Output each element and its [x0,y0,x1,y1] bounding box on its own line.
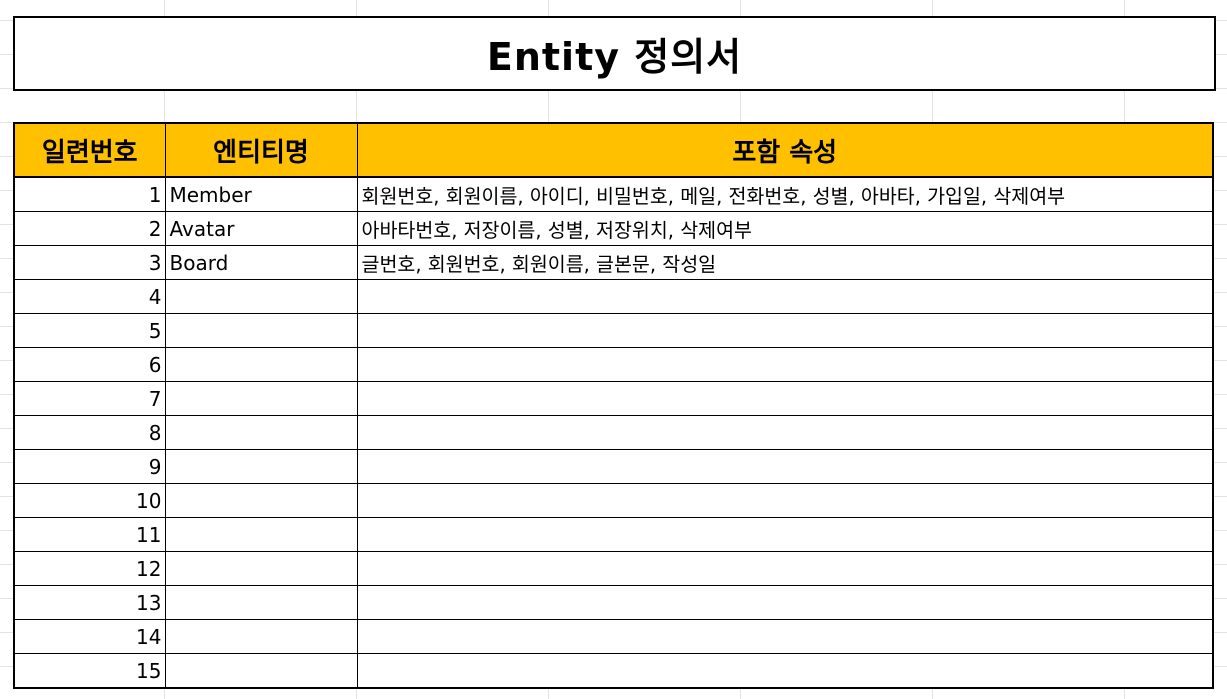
serial-number-cell[interactable]: 7 [13,381,166,416]
header-serial-number[interactable]: 일련번호 [13,122,166,178]
table-row: 6 [13,347,1214,382]
entity-name-cell[interactable] [164,347,358,382]
serial-number-cell[interactable]: 9 [13,449,166,484]
table-row: 10 [13,483,1214,518]
entity-name-cell[interactable] [164,279,358,314]
entity-table: 일련번호 엔티티명 포함 속성 1 Member 회원번호, 회원이름, 아이디, … [13,122,1214,689]
entity-name-cell[interactable]: Member [164,176,358,212]
attributes-cell[interactable] [356,619,1214,654]
table-row: 11 [13,517,1214,552]
serial-number-cell[interactable]: 13 [13,585,166,620]
header-entity-name[interactable]: 엔티티명 [164,122,358,178]
serial-number-cell[interactable]: 15 [13,653,166,689]
serial-number-cell[interactable]: 1 [13,176,166,212]
serial-number-cell[interactable]: 6 [13,347,166,382]
entity-name-cell[interactable] [164,619,358,654]
table-row: 7 [13,381,1214,416]
serial-number-cell[interactable]: 11 [13,517,166,552]
serial-number-cell[interactable]: 2 [13,211,166,246]
entity-name-cell[interactable] [164,585,358,620]
table-row: 9 [13,449,1214,484]
entity-name-cell[interactable] [164,313,358,348]
entity-name-cell[interactable] [164,653,358,689]
attributes-cell[interactable] [356,585,1214,620]
attributes-cell[interactable]: 아바타번호, 저장이름, 성별, 저장위치, 삭제여부 [356,211,1214,246]
entity-name-cell[interactable] [164,381,358,416]
attributes-cell[interactable] [356,449,1214,484]
serial-number-cell[interactable]: 10 [13,483,166,518]
attributes-cell[interactable] [356,517,1214,552]
table-row: 2 Avatar 아바타번호, 저장이름, 성별, 저장위치, 삭제여부 [13,211,1214,246]
table-row: 14 [13,619,1214,654]
entity-name-cell[interactable] [164,551,358,586]
serial-number-cell[interactable]: 5 [13,313,166,348]
table-row: 1 Member 회원번호, 회원이름, 아이디, 비밀번호, 메일, 전화번호, … [13,176,1214,212]
attributes-cell[interactable] [356,415,1214,450]
attributes-cell[interactable] [356,313,1214,348]
attributes-cell[interactable] [356,653,1214,689]
entity-name-cell[interactable] [164,517,358,552]
entity-name-cell[interactable]: Board [164,245,358,280]
table-row: 3 Board 글번호, 회원번호, 회원이름, 글본문, 작성일 [13,245,1214,280]
entity-name-cell[interactable]: Avatar [164,211,358,246]
entity-name-cell[interactable] [164,449,358,484]
document-title: Entity 정의서 [486,35,743,79]
table-row: 13 [13,585,1214,620]
attributes-cell[interactable] [356,483,1214,518]
table-row: 15 [13,653,1214,689]
serial-number-cell[interactable]: 3 [13,245,166,280]
table-row: 8 [13,415,1214,450]
attributes-cell[interactable]: 회원번호, 회원이름, 아이디, 비밀번호, 메일, 전화번호, 성별, 아바타… [356,176,1214,212]
entity-name-cell[interactable] [164,483,358,518]
attributes-cell[interactable] [356,381,1214,416]
entity-name-cell[interactable] [164,415,358,450]
title-box[interactable]: Entity 정의서 [13,16,1216,91]
table-row: 4 [13,279,1214,314]
header-attributes[interactable]: 포함 속성 [356,122,1214,178]
table-row: 5 [13,313,1214,348]
attributes-cell[interactable] [356,551,1214,586]
table-row: 12 [13,551,1214,586]
serial-number-cell[interactable]: 12 [13,551,166,586]
serial-number-cell[interactable]: 8 [13,415,166,450]
attributes-cell[interactable] [356,279,1214,314]
attributes-cell[interactable]: 글번호, 회원번호, 회원이름, 글본문, 작성일 [356,245,1214,280]
serial-number-cell[interactable]: 4 [13,279,166,314]
table-body: 1 Member 회원번호, 회원이름, 아이디, 비밀번호, 메일, 전화번호, … [13,176,1214,689]
attributes-cell[interactable] [356,347,1214,382]
table-header-row: 일련번호 엔티티명 포함 속성 [13,122,1214,178]
serial-number-cell[interactable]: 14 [13,619,166,654]
